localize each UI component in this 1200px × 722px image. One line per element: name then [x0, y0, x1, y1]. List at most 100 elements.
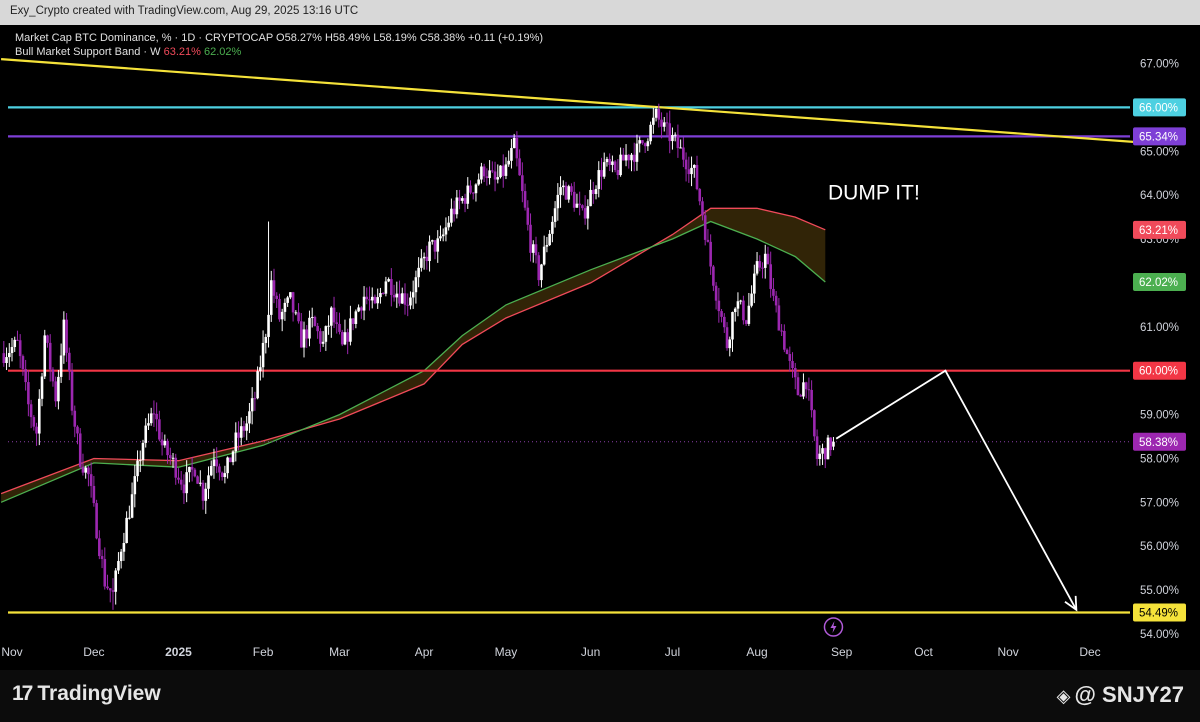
candle — [106, 574, 109, 590]
candle — [739, 299, 742, 305]
candle — [624, 144, 628, 167]
candle-body — [299, 321, 303, 348]
candle-body — [149, 413, 153, 424]
candle-body — [627, 154, 631, 161]
candle — [810, 380, 813, 418]
price-badge-box — [1133, 273, 1186, 292]
candle — [147, 413, 150, 430]
candle — [733, 307, 737, 322]
candle — [319, 328, 322, 352]
candle-body — [829, 437, 833, 451]
candle-body — [267, 314, 270, 337]
candle-body — [602, 162, 606, 177]
price-chart[interactable]: DUMP IT! 54.00% 55.00% 56.00% 57.00% 58.00% 59… — [0, 25, 1200, 670]
candle — [299, 313, 303, 348]
x-tick-label: Nov — [997, 645, 1018, 659]
x-tick-label: Dec — [83, 645, 104, 659]
price-badge-label: 66.00% — [1139, 102, 1178, 114]
candle — [542, 235, 546, 266]
candle — [559, 176, 562, 208]
candle — [491, 161, 494, 174]
candle — [160, 432, 164, 456]
candle-body — [823, 448, 827, 460]
candle — [84, 465, 87, 479]
candle-body — [480, 166, 483, 180]
candle — [78, 428, 82, 469]
tradingview-logo: 17 TradingView — [12, 682, 161, 706]
candle-body — [327, 325, 330, 327]
candle — [572, 181, 576, 212]
candle — [750, 285, 753, 308]
candle — [698, 188, 702, 206]
candle — [59, 343, 63, 383]
candle-body — [622, 154, 625, 161]
candle — [261, 330, 265, 378]
candle-body — [387, 279, 390, 282]
candle-body — [138, 460, 142, 462]
candle-body — [613, 161, 617, 171]
candle — [682, 137, 685, 168]
candle-body — [283, 302, 287, 312]
candle-body — [229, 457, 232, 463]
candle-body — [796, 377, 800, 396]
candle-body — [141, 442, 145, 461]
candle-body — [632, 154, 636, 162]
price-badge: 62.02% — [1133, 273, 1186, 292]
candle — [136, 450, 139, 482]
price-badge-label: 62.02% — [1139, 277, 1178, 289]
candle — [638, 136, 641, 153]
candle — [613, 160, 617, 173]
candle-body — [103, 559, 107, 587]
brand-name: TradingView — [37, 682, 161, 705]
candle — [398, 280, 401, 307]
candle — [13, 336, 17, 352]
candle-body — [381, 293, 385, 295]
candle — [152, 400, 156, 427]
candle — [461, 196, 464, 204]
candle — [662, 116, 666, 132]
candle-body — [761, 267, 764, 269]
candle-body — [491, 170, 494, 172]
candle — [199, 470, 202, 487]
candle — [570, 183, 573, 196]
price-badge-box — [1133, 98, 1186, 117]
candle-body — [772, 288, 775, 296]
price-badge-box — [1133, 220, 1186, 239]
candle — [248, 402, 251, 434]
price-badge-box — [1133, 603, 1186, 622]
candle — [414, 270, 418, 304]
candle-body — [439, 236, 442, 239]
candle — [122, 532, 126, 561]
x-tick-label: Sep — [831, 645, 853, 659]
candle — [125, 511, 128, 544]
candle-body — [736, 301, 740, 309]
candle-body — [458, 197, 461, 201]
candle-body — [297, 312, 300, 322]
candle — [772, 277, 775, 302]
candle — [384, 276, 388, 297]
price-badge-label: 65.34% — [1139, 131, 1178, 143]
candle-body — [400, 293, 404, 304]
candle — [766, 246, 770, 265]
candle — [684, 152, 688, 182]
candle-body — [701, 201, 704, 216]
candle-body — [624, 154, 628, 161]
candle — [168, 447, 172, 465]
candle — [763, 244, 767, 279]
candle — [687, 156, 691, 183]
candle — [477, 173, 480, 186]
candle — [466, 177, 470, 209]
candle-body — [559, 187, 562, 195]
candle-body — [485, 176, 489, 179]
candle — [523, 183, 527, 211]
candle-body — [335, 322, 339, 324]
candle — [714, 282, 718, 310]
candle — [163, 434, 167, 448]
candle-body — [106, 586, 109, 589]
chart-area[interactable]: DUMP IT! 54.00% 55.00% 56.00% 57.00% 58.00% 59… — [0, 25, 1200, 670]
candle-body — [534, 244, 538, 256]
candle-body — [62, 319, 66, 356]
candle-body — [496, 177, 500, 180]
candle-body — [542, 246, 546, 265]
candle — [250, 387, 254, 425]
